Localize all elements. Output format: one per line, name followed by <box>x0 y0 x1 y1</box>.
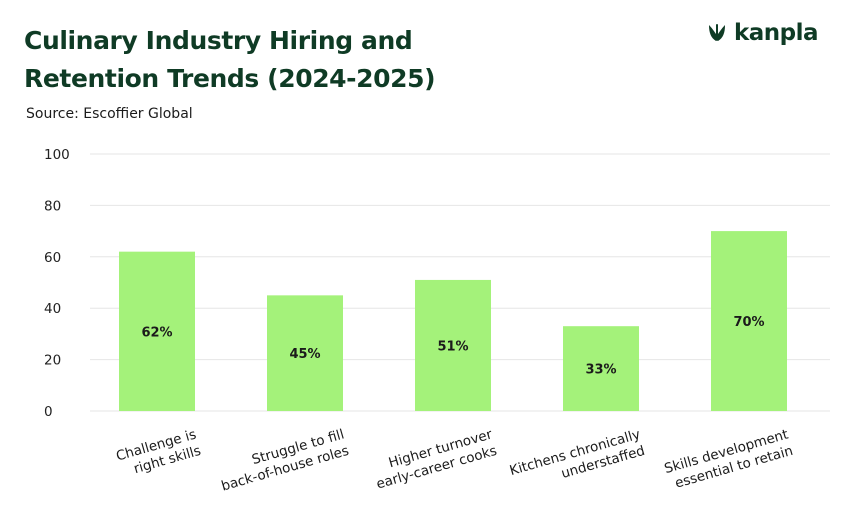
chart-title-line-2: Retention Trends (2024-2025) <box>24 64 436 93</box>
bar <box>267 295 343 411</box>
y-tick-label: 0 <box>44 404 53 420</box>
y-tick-label: 40 <box>44 301 61 317</box>
x-tick-label: Skills developmentessential to retain <box>663 426 795 493</box>
x-tick-label: Challenge isright skills <box>114 426 202 480</box>
y-tick-label: 80 <box>44 198 61 214</box>
bar-value-label: 51% <box>437 339 468 354</box>
bar-value-label: 70% <box>733 315 764 330</box>
bar-value-label: 45% <box>289 347 320 362</box>
bar-value-label: 33% <box>585 363 616 378</box>
leaf-logo-icon <box>708 24 725 41</box>
brand-name: kanpla <box>733 20 819 46</box>
y-tick-label: 60 <box>44 250 61 266</box>
x-tick-label: Struggle to fillback-of-house roles <box>215 426 351 494</box>
y-tick-label: 100 <box>44 147 70 163</box>
brand-logo: kanpla <box>706 20 819 46</box>
bar <box>415 279 491 411</box>
x-tick-label: Higher turnoverearly-career cooks <box>370 426 499 492</box>
y-tick-label: 20 <box>44 353 61 369</box>
bar-value-label: 62% <box>141 325 172 340</box>
x-tick-label: Kitchens chronicallyunderstaffed <box>508 426 647 495</box>
bar <box>563 326 639 411</box>
chart-source: Source: Escoffier Global <box>26 106 193 122</box>
chart-title-line-1: Culinary Industry Hiring and <box>24 26 413 55</box>
bar <box>119 251 195 411</box>
bar <box>711 231 787 411</box>
chart-title: Culinary Industry Hiring and Retention T… <box>24 22 436 98</box>
